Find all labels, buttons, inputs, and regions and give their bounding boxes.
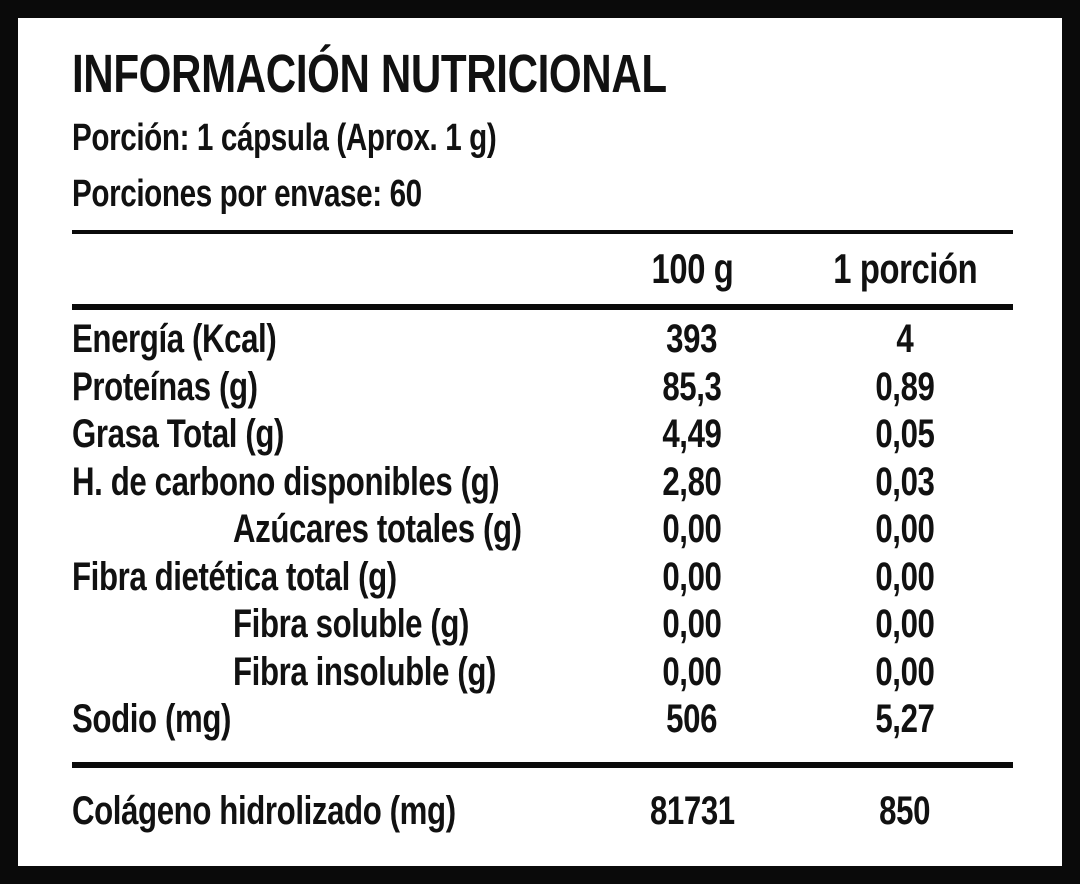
row-value-100g: 0,00 [662, 649, 722, 694]
serving-info: Porción: 1 cápsula (Aprox. 1 g) Porcione… [72, 110, 1013, 222]
row-value-portion: 0,05 [875, 412, 935, 457]
row-100g-cell: 81731 [587, 789, 797, 834]
row-label-cell: Fibra insoluble (g) [72, 650, 587, 695]
servings-per-container-line: Porciones por envase: 60 [72, 166, 1013, 222]
serving-size-line: Porción: 1 cápsula (Aprox. 1 g) [72, 110, 1013, 166]
row-value-portion: 0,89 [875, 364, 935, 409]
row-label: Energía (Kcal) [72, 317, 277, 362]
row-100g-cell: 4,49 [587, 412, 797, 457]
row-label: Fibra soluble (g) [233, 602, 470, 647]
table-header-row: 100 g 1 porción [72, 234, 1013, 304]
collagen-row: Colágeno hidrolizado (mg) 81731 850 [72, 768, 1013, 848]
row-label-cell: Fibra dietética total (g) [72, 555, 587, 600]
row-label: Colágeno hidrolizado (mg) [72, 789, 456, 833]
row-100g-cell: 85,3 [587, 365, 797, 410]
row-100g-cell: 393 [587, 317, 797, 362]
page-title-text: INFORMACIÓN NUTRICIONAL [72, 44, 667, 104]
row-label: Fibra insoluble (g) [233, 649, 496, 694]
row-value-100g: 2,80 [662, 459, 722, 504]
table-row: Azúcares totales (g) 0,00 0,00 [72, 506, 1013, 554]
serving-size-text: Porción: 1 cápsula (Aprox. 1 g) [72, 117, 497, 159]
row-value-100g: 4,49 [662, 412, 722, 457]
row-label-cell: H. de carbono disponibles (g) [72, 460, 587, 505]
row-label: Proteínas (g) [72, 364, 258, 409]
row-value-100g: 393 [666, 317, 718, 362]
row-100g-cell: 0,00 [587, 555, 797, 600]
table-row: Grasa Total (g) 4,49 0,05 [72, 411, 1013, 459]
row-portion-cell: 0,05 [797, 412, 1013, 457]
row-value-portion: 5,27 [875, 697, 935, 742]
row-label-cell: Azúcares totales (g) [72, 507, 587, 552]
table-row: Fibra soluble (g) 0,00 0,00 [72, 601, 1013, 649]
row-label: Grasa Total (g) [72, 412, 285, 457]
row-label-cell: Fibra soluble (g) [72, 602, 587, 647]
nutrition-facts-panel: INFORMACIÓN NUTRICIONAL Porción: 1 cápsu… [18, 18, 1062, 866]
row-label-cell: Sodio (mg) [72, 697, 587, 742]
table-row: Proteínas (g) 85,3 0,89 [72, 364, 1013, 412]
row-label-cell: Colágeno hidrolizado (mg) [72, 789, 587, 834]
row-value-portion: 0,00 [875, 649, 935, 694]
nutrient-rows: Energía (Kcal) 393 4 Proteínas (g) 85,3 … [72, 310, 1013, 762]
divider-top [72, 230, 1013, 234]
row-portion-cell: 0,00 [797, 555, 1013, 600]
row-label: Sodio (mg) [72, 697, 232, 742]
divider-header [72, 304, 1013, 310]
row-portion-cell: 0,00 [797, 507, 1013, 552]
divider-footer [72, 761, 1013, 768]
row-label-cell: Proteínas (g) [72, 365, 587, 410]
table-row: Sodio (mg) 506 5,27 [72, 696, 1013, 744]
row-value-100g: 0,00 [662, 507, 722, 552]
row-value-100g: 81731 [649, 789, 735, 833]
table-row: Fibra dietética total (g) 0,00 0,00 [72, 554, 1013, 602]
row-label: Fibra dietética total (g) [72, 554, 397, 599]
row-label-cell: Energía (Kcal) [72, 317, 587, 362]
row-label: Azúcares totales (g) [233, 507, 522, 552]
row-portion-cell: 0,00 [797, 602, 1013, 647]
row-label-cell: Grasa Total (g) [72, 412, 587, 457]
page-title: INFORMACIÓN NUTRICIONAL [72, 44, 1013, 104]
table-row: Fibra insoluble (g) 0,00 0,00 [72, 649, 1013, 697]
row-value-portion: 850 [879, 789, 931, 833]
row-value-100g: 85,3 [662, 364, 722, 409]
row-100g-cell: 2,80 [587, 460, 797, 505]
row-portion-cell: 0,03 [797, 460, 1013, 505]
row-portion-cell: 5,27 [797, 697, 1013, 742]
row-value-portion: 0,00 [875, 507, 935, 552]
column-header-portion: 1 porción [797, 245, 1013, 293]
row-portion-cell: 850 [797, 789, 1013, 834]
servings-per-container-text: Porciones por envase: 60 [72, 173, 422, 215]
column-header-100g-text: 100 g [651, 245, 733, 292]
row-value-100g: 0,00 [662, 554, 722, 599]
row-100g-cell: 506 [587, 697, 797, 742]
row-portion-cell: 0,00 [797, 650, 1013, 695]
row-portion-cell: 4 [797, 317, 1013, 362]
row-100g-cell: 0,00 [587, 507, 797, 552]
row-value-100g: 506 [666, 697, 718, 742]
table-row: Energía (Kcal) 393 4 [72, 316, 1013, 364]
row-100g-cell: 0,00 [587, 650, 797, 695]
row-value-portion: 0,00 [875, 602, 935, 647]
row-value-portion: 0,00 [875, 554, 935, 599]
row-value-portion: 4 [896, 317, 914, 362]
table-row: H. de carbono disponibles (g) 2,80 0,03 [72, 459, 1013, 507]
row-100g-cell: 0,00 [587, 602, 797, 647]
column-header-portion-text: 1 porción [833, 245, 977, 292]
row-value-100g: 0,00 [662, 602, 722, 647]
column-header-100g: 100 g [587, 245, 797, 293]
row-value-portion: 0,03 [875, 459, 935, 504]
row-label: H. de carbono disponibles (g) [72, 459, 500, 504]
row-portion-cell: 0,89 [797, 365, 1013, 410]
